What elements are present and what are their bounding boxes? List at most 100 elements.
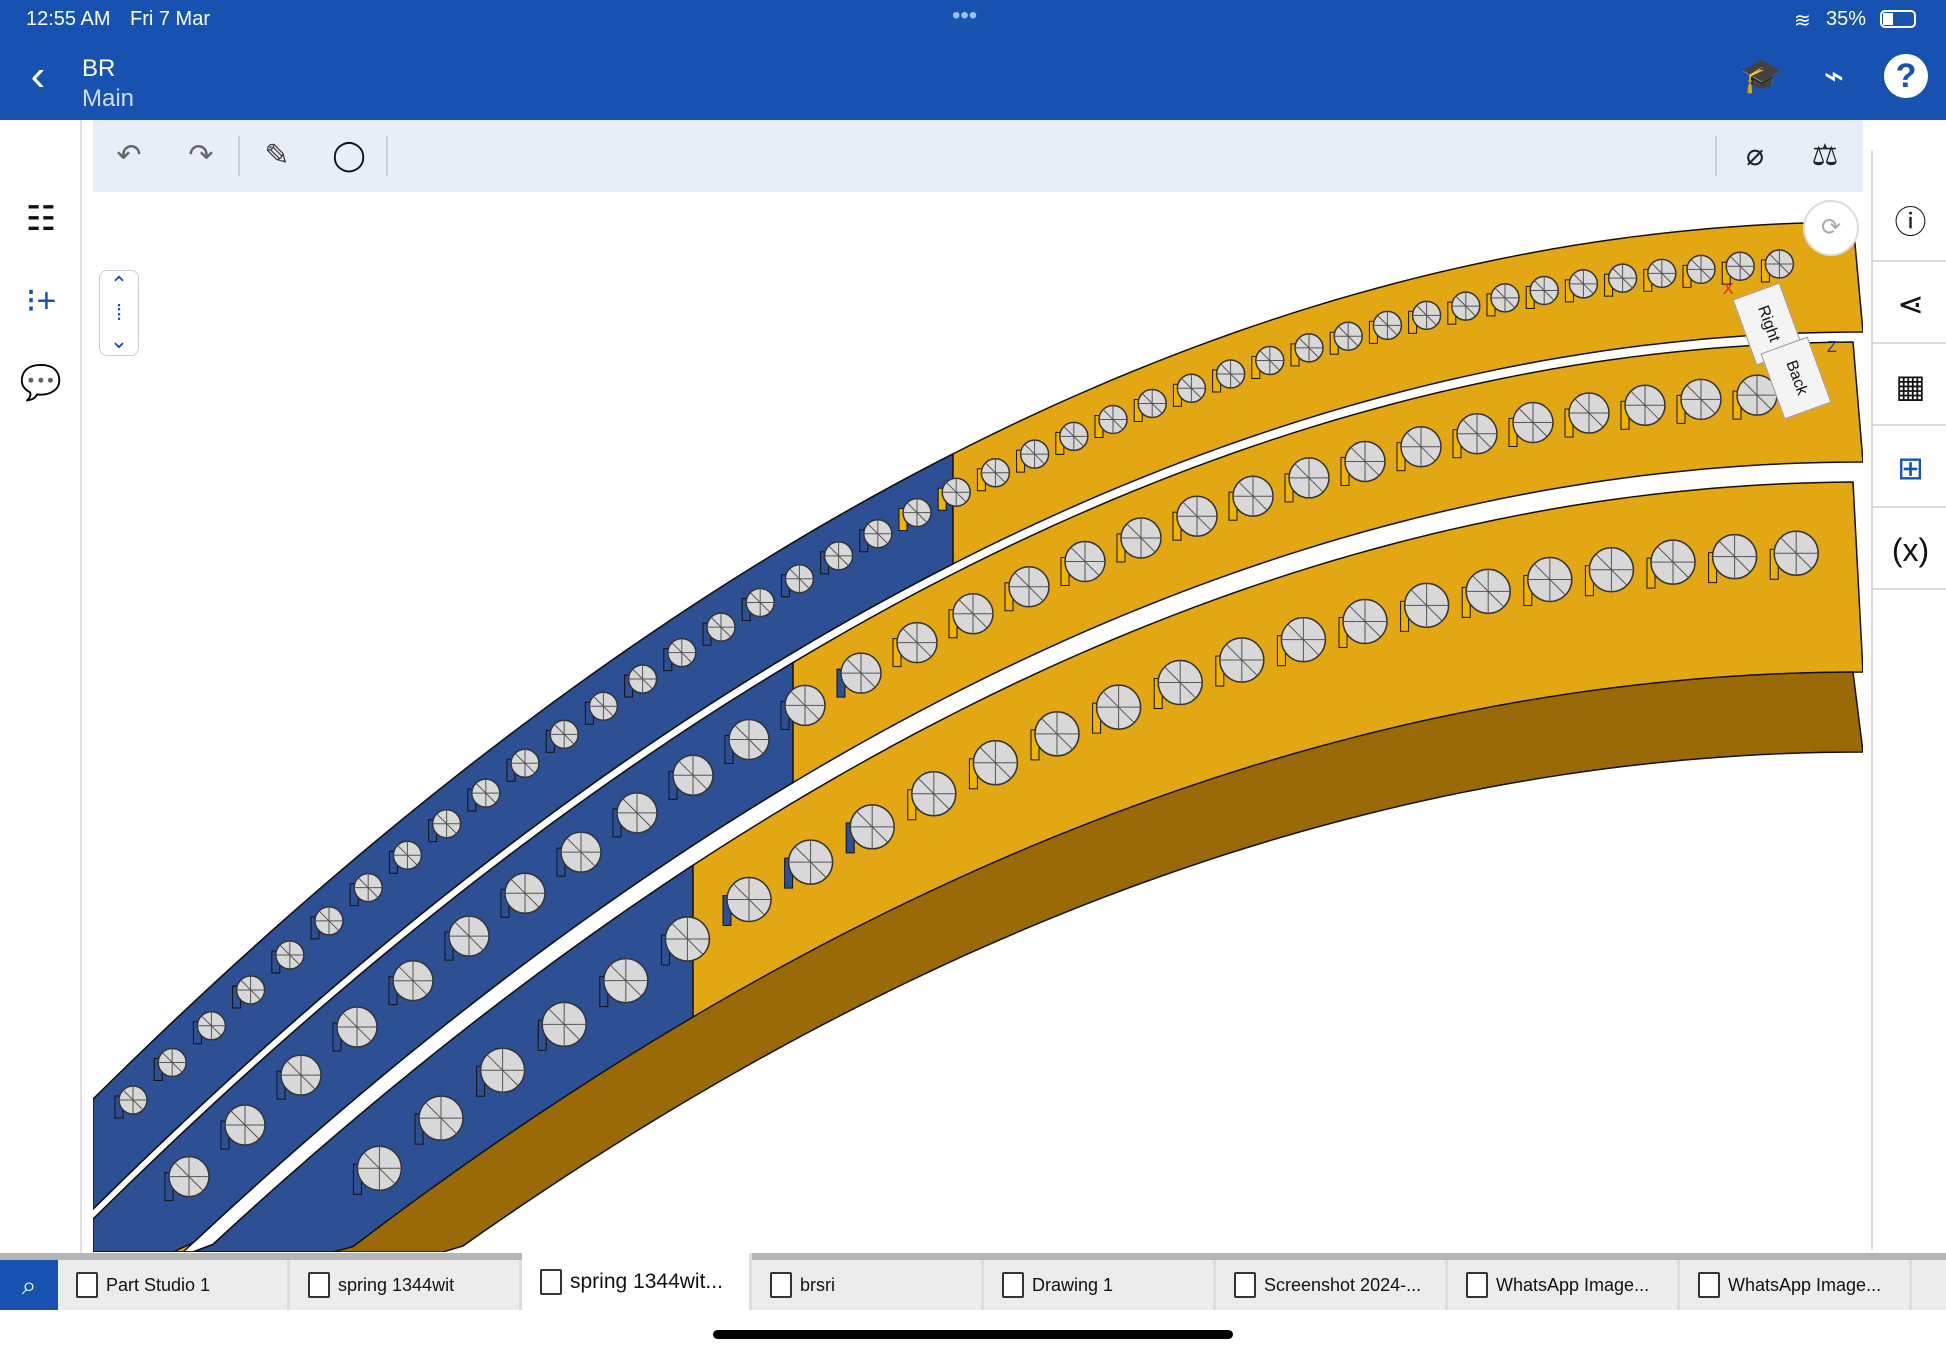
gem-facet bbox=[471, 779, 500, 808]
add-feature-icon[interactable]: ⁝+ bbox=[25, 282, 57, 320]
share-icon[interactable]: ⋖ bbox=[1873, 264, 1946, 344]
gem-facet bbox=[236, 975, 265, 1004]
gem-facet bbox=[449, 916, 489, 957]
gem-facet bbox=[1009, 566, 1049, 607]
battery-percent: 35% bbox=[1826, 8, 1867, 30]
gem-facet bbox=[419, 1096, 463, 1141]
part-studio-icon bbox=[770, 1272, 792, 1298]
tab-label: spring 1344wit... bbox=[570, 1269, 723, 1293]
part-studio-icon bbox=[540, 1268, 562, 1295]
gem-facet bbox=[665, 916, 710, 961]
gem-facet bbox=[1774, 531, 1819, 576]
gem-facet bbox=[1373, 311, 1402, 340]
comments-icon[interactable]: 💬 bbox=[19, 364, 63, 402]
gem-facet bbox=[1289, 457, 1329, 498]
gem-facet bbox=[1651, 540, 1695, 585]
gem-facet bbox=[1681, 379, 1721, 420]
tab-7[interactable]: WhatsApp Image... bbox=[1680, 1260, 1912, 1310]
configurations-icon[interactable]: ⊞ bbox=[1873, 428, 1946, 508]
gem-facet bbox=[1712, 534, 1757, 579]
connection-icon[interactable]: ⌁ bbox=[1823, 57, 1845, 95]
home-indicator[interactable] bbox=[713, 1330, 1233, 1339]
gem-facet bbox=[1625, 385, 1665, 426]
ring-model[interactable] bbox=[93, 192, 1863, 1252]
document-name: BR bbox=[82, 55, 116, 82]
learning-center-icon[interactable]: 🎓 bbox=[1740, 57, 1784, 95]
ring-band-top-blue bbox=[93, 452, 954, 1211]
gem-facet bbox=[824, 541, 853, 570]
gem-facet bbox=[1121, 517, 1161, 558]
timeline-rollback-handle[interactable]: ⌃ ⁞ ⌄ bbox=[99, 270, 139, 356]
gem-facet bbox=[1737, 375, 1777, 416]
gem-facet bbox=[1513, 402, 1553, 443]
gem-facet bbox=[1608, 264, 1637, 293]
gem-facet bbox=[785, 564, 814, 593]
feature-list-icon[interactable]: ☷ bbox=[25, 200, 57, 238]
gem-facet bbox=[1138, 389, 1167, 418]
tab-1[interactable]: spring 1344wit bbox=[290, 1260, 522, 1310]
gem-facet bbox=[1451, 292, 1480, 321]
drawing-icon bbox=[1002, 1272, 1024, 1298]
gem-facet bbox=[1726, 252, 1755, 281]
gem-facet bbox=[315, 906, 343, 935]
gem-facet bbox=[511, 749, 539, 778]
gem-facet bbox=[480, 1048, 525, 1093]
tab-2[interactable]: spring 1344wit... bbox=[522, 1253, 752, 1310]
gem-facet bbox=[667, 638, 696, 667]
wifi-icon: ≋ bbox=[1794, 10, 1811, 32]
tab-6[interactable]: WhatsApp Image... bbox=[1448, 1260, 1680, 1310]
assembly-icon bbox=[308, 1272, 330, 1298]
gem-facet bbox=[1035, 711, 1079, 756]
document-title: BR Main bbox=[82, 54, 134, 114]
view-sphere-icon[interactable]: ◯ bbox=[332, 139, 366, 172]
view-lock-icon[interactable]: ⟳ bbox=[1803, 200, 1859, 256]
multitasking-dots[interactable]: ••• bbox=[952, 2, 978, 29]
info-icon[interactable]: ⓘ bbox=[1873, 182, 1946, 262]
sketch-pencil-icon[interactable]: ✎ bbox=[264, 139, 290, 172]
tab-label: WhatsApp Image... bbox=[1728, 1274, 1882, 1295]
redo-icon[interactable]: ↷ bbox=[188, 139, 214, 172]
toolbar-divider bbox=[1715, 136, 1717, 176]
gem-facet bbox=[746, 588, 775, 617]
mass-properties-icon[interactable]: ⚖ bbox=[1811, 139, 1839, 172]
tab-label: spring 1344wit bbox=[338, 1274, 455, 1295]
help-icon[interactable]: ? bbox=[1884, 54, 1928, 98]
undo-icon[interactable]: ↶ bbox=[116, 139, 142, 172]
gem-facet bbox=[628, 665, 657, 694]
tab-5[interactable]: Screenshot 2024-... bbox=[1216, 1260, 1448, 1310]
gem-facet bbox=[1466, 569, 1511, 614]
gem-facet bbox=[1569, 269, 1598, 298]
gem-facet bbox=[1177, 374, 1206, 403]
gem-facet bbox=[1158, 660, 1203, 705]
gem-facet bbox=[1219, 638, 1264, 683]
tab-4[interactable]: Drawing 1 bbox=[984, 1260, 1216, 1310]
gem-facet bbox=[158, 1048, 187, 1077]
view-cube[interactable]: Right Back X Z bbox=[1723, 281, 1843, 420]
tab-search-icon[interactable]: ⌕ bbox=[0, 1260, 58, 1310]
3d-viewport[interactable]: ⌃ ⁞ ⌄ ⟳ Right Back X Z bbox=[93, 192, 1863, 1252]
gem-facet bbox=[119, 1086, 147, 1115]
image-icon bbox=[1466, 1272, 1488, 1298]
gem-facet bbox=[225, 1105, 265, 1146]
tab-label: brsri bbox=[800, 1274, 835, 1295]
gem-facet bbox=[973, 740, 1018, 785]
gem-facet bbox=[550, 720, 579, 749]
gem-facet bbox=[393, 841, 422, 870]
variables-icon[interactable]: (x) bbox=[1873, 510, 1946, 590]
gem-facet bbox=[337, 1007, 377, 1048]
gem-facet bbox=[1233, 476, 1273, 517]
tab-0[interactable]: Part Studio 1 bbox=[58, 1260, 290, 1310]
ring-underside bbox=[93, 671, 1863, 1252]
gem-facet bbox=[981, 458, 1010, 487]
view-cube-back-face[interactable]: Back bbox=[1760, 336, 1832, 420]
tab-label: Screenshot 2024-... bbox=[1264, 1274, 1422, 1295]
back-chevron-icon[interactable]: ‹ bbox=[30, 51, 46, 100]
gem-facet bbox=[942, 478, 971, 507]
tab-3[interactable]: brsri bbox=[752, 1260, 984, 1310]
gem-facet bbox=[1255, 346, 1284, 375]
measure-icon[interactable]: ⌀ bbox=[1745, 139, 1765, 172]
gem-facet bbox=[1334, 322, 1363, 351]
gem-facet bbox=[617, 792, 657, 833]
appearance-icon[interactable]: ▦ bbox=[1873, 346, 1946, 426]
right-sidebar: ⓘ ⋖ ▦ ⊞ (x) bbox=[1871, 150, 1946, 1250]
